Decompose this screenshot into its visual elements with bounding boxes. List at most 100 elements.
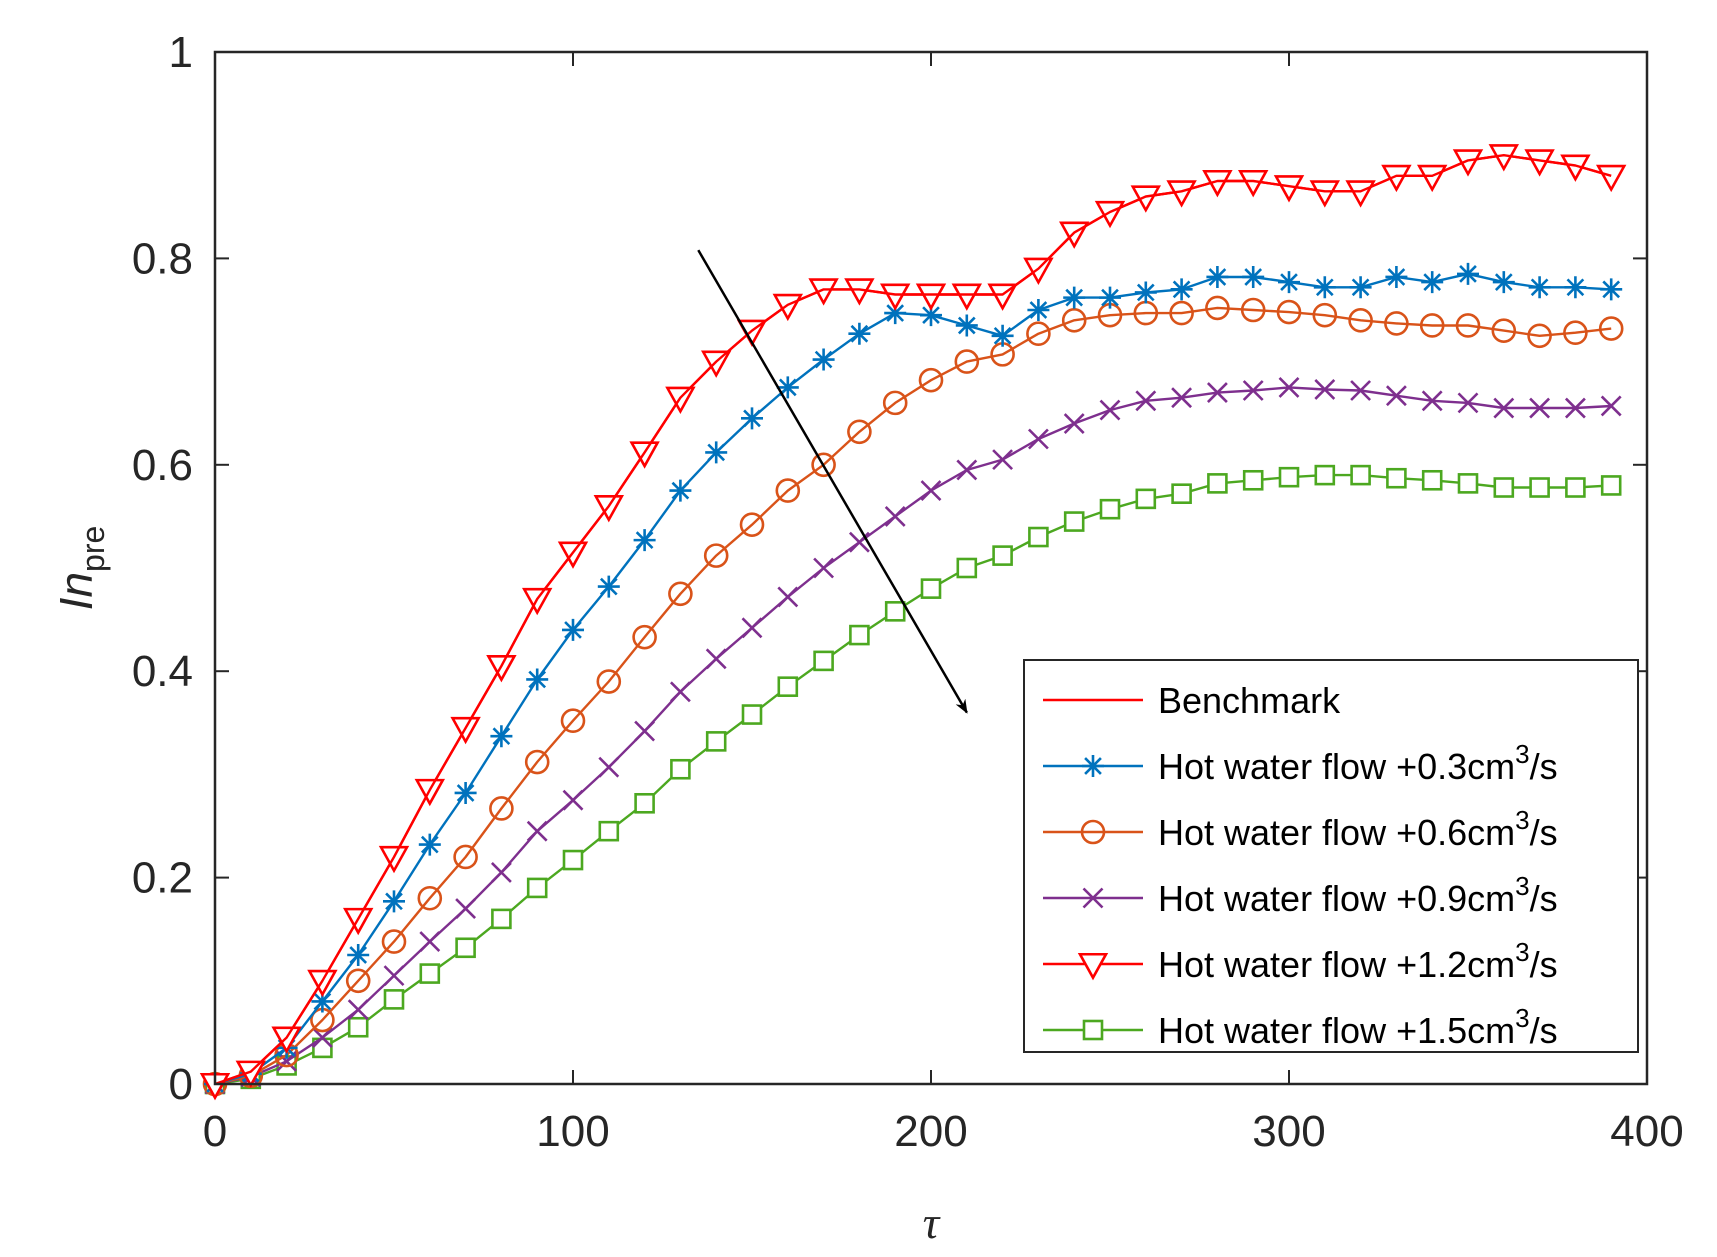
legend-label: Hot water flow +0.6cm3/s [1158,805,1558,853]
data-point [1493,397,1515,419]
data-point [381,929,407,954]
data-point [1169,300,1194,326]
data-point [311,990,334,1013]
data-point [884,601,906,622]
x-tick-label: 200 [894,1107,967,1156]
legend-label: Hot water flow +0.9cm3/s [1158,871,1558,919]
x-axis-label: τ [923,1197,941,1248]
series-0 [214,153,1612,1086]
data-point [956,557,978,579]
data-point [920,578,942,599]
data-point [562,618,584,641]
data-point [1170,278,1193,301]
data-point [777,676,799,697]
y-tick-label: 0 [169,1060,193,1109]
data-point [632,624,657,650]
series-line [214,272,1612,1086]
y-tick-label: 0.6 [132,441,193,490]
data-point [1492,271,1515,294]
data-point [634,792,655,814]
data-point [1600,475,1622,496]
data-point [1529,477,1550,498]
data-point [1455,313,1481,338]
y-axis-label: Inpre [50,526,111,611]
data-point [1564,397,1586,419]
data-point [1206,265,1229,288]
data-point [526,820,548,842]
series-5 [204,464,1622,1095]
data-point [1600,395,1622,417]
data-point [849,624,870,646]
data-point [847,419,872,445]
data-point [1099,498,1121,520]
data-point [1491,318,1517,343]
trend-arrow [697,249,968,714]
data-point [1028,526,1049,548]
data-point [1493,477,1515,498]
data-point [668,581,693,607]
data-point [557,541,589,569]
data-point [848,531,870,553]
data-point [1063,413,1085,434]
data-point [991,324,1014,347]
data-point [1082,887,1104,909]
data-point [453,844,478,870]
data-point [1082,755,1104,777]
series-3 [204,376,1622,1095]
data-point [1240,297,1266,323]
data-point [884,302,907,325]
y-tick-label: 0.2 [132,854,193,903]
data-point [1206,382,1228,403]
data-point [777,586,799,608]
data-point [634,720,656,742]
data-point [705,441,728,464]
data-point [879,283,911,311]
data-point [490,862,512,883]
data-point [811,452,836,478]
series-layer [199,144,1627,1101]
data-point [560,708,586,734]
data-point [1099,286,1121,309]
data-point [1061,308,1087,333]
data-point [1565,477,1586,498]
data-point [347,1016,369,1038]
data-point [418,833,441,856]
data-point [920,304,942,327]
x-axis: 0 100 200 300 400 [203,52,1684,1156]
data-point [1171,483,1192,504]
legend-item: Hot water flow +0.3cm3/s [1043,739,1558,787]
data-point [1309,180,1341,208]
data-point [1135,488,1157,510]
data-point [1082,1019,1104,1041]
data-point [955,314,978,337]
legend-label: Hot water flow +1.5cm3/s [1158,1003,1558,1051]
data-point [383,965,405,987]
data-point [347,944,370,966]
data-point [1421,390,1443,412]
data-point [489,796,514,821]
data-point [419,963,441,984]
data-point [1278,466,1300,488]
data-point [1349,276,1372,299]
data-point [741,704,763,725]
data-point [1348,308,1373,333]
data-point [1171,387,1193,409]
data-point [741,407,763,430]
data-point [705,648,727,670]
data-point [703,543,729,568]
data-point [311,1027,333,1048]
data-point [1242,265,1265,288]
legend-item: Hot water flow +1.5cm3/s [1043,1003,1558,1051]
data-point [1077,952,1109,981]
y-axis-label-sub: pre [75,526,111,572]
data-point [920,480,942,502]
data-point [812,348,835,371]
data-point [1421,469,1443,491]
data-point [1063,511,1085,532]
data-point [741,617,763,639]
legend-item: Hot water flow +0.9cm3/s [1043,871,1558,919]
data-point [882,390,908,416]
data-point [813,557,835,579]
data-point [562,849,584,871]
data-point [526,668,549,691]
